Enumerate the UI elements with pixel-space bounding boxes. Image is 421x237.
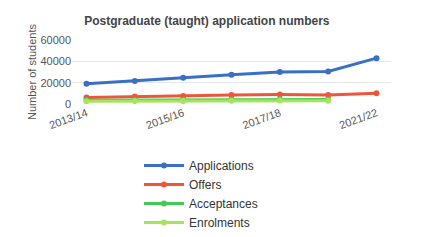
svg-text:Acceptances: Acceptances xyxy=(189,197,258,211)
svg-text:2017/18: 2017/18 xyxy=(241,106,282,131)
svg-text:20000: 20000 xyxy=(40,77,71,89)
svg-text:60000: 60000 xyxy=(40,34,71,46)
svg-text:Postgraduate (taught) applicat: Postgraduate (taught) application number… xyxy=(84,14,330,28)
svg-text:40000: 40000 xyxy=(40,55,71,67)
svg-text:2013/14: 2013/14 xyxy=(48,106,89,131)
svg-text:0: 0 xyxy=(65,98,71,110)
svg-text:Offers: Offers xyxy=(189,178,221,192)
svg-text:Applications: Applications xyxy=(189,159,254,173)
svg-text:2015/16: 2015/16 xyxy=(144,106,185,131)
svg-text:Number of students: Number of students xyxy=(26,24,38,120)
svg-text:2021/22: 2021/22 xyxy=(338,106,379,131)
svg-text:Enrolments: Enrolments xyxy=(189,216,250,230)
